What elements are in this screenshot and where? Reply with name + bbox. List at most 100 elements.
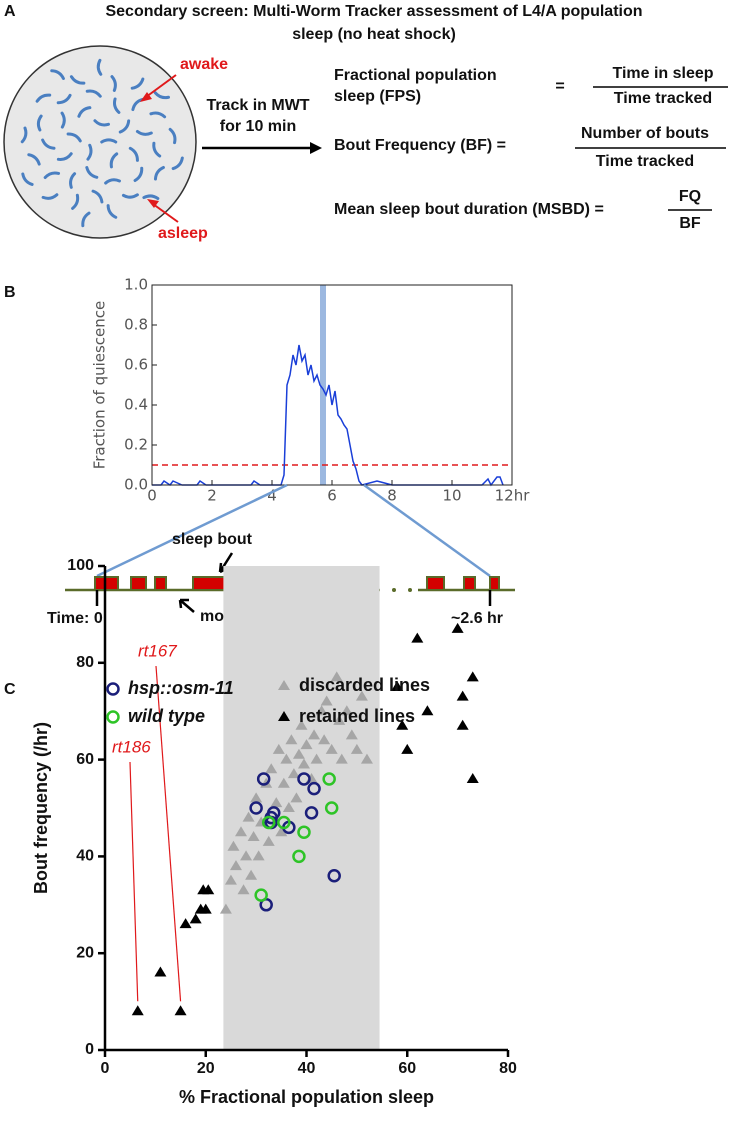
highlight-band — [320, 285, 326, 485]
data-point — [240, 850, 253, 861]
data-point — [310, 753, 323, 764]
data-point — [199, 903, 212, 914]
data-point — [333, 714, 346, 725]
worm — [118, 119, 131, 134]
worm — [130, 77, 145, 90]
numerator: Time in sleep — [612, 65, 713, 82]
x-tick-label: 80 — [499, 1060, 517, 1077]
worms — [20, 58, 184, 228]
x-tick-label: 12hr — [495, 487, 531, 505]
annotation-label: rt167 — [138, 641, 177, 660]
legend-marker — [106, 682, 120, 696]
data-point — [265, 763, 278, 774]
data-point — [262, 835, 275, 846]
data-point — [202, 884, 215, 895]
data-point — [327, 869, 341, 883]
worm — [36, 114, 43, 132]
arrowhead — [310, 142, 322, 154]
worm — [142, 194, 160, 201]
awake-label: awake — [180, 56, 228, 73]
data-point — [466, 671, 479, 682]
data-point — [219, 903, 232, 914]
worm — [85, 89, 102, 98]
data-point — [292, 849, 306, 864]
data-point — [189, 913, 202, 924]
legend-label: retained lines — [299, 706, 415, 726]
worm — [153, 91, 171, 100]
worm — [66, 132, 82, 143]
equals: = — [555, 78, 564, 95]
fps-label: Fractional population — [334, 67, 497, 84]
y-tick-label: 1.0 — [124, 276, 148, 294]
worm — [43, 171, 61, 180]
worm — [104, 178, 121, 185]
x-tick-label: 8 — [387, 487, 397, 505]
worm — [56, 152, 73, 161]
worm — [168, 127, 177, 145]
x-tick-label: 20 — [197, 1060, 215, 1077]
data-point — [242, 811, 255, 822]
fps-label: sleep (FPS) — [334, 88, 421, 105]
y-tick-label: 100 — [67, 557, 94, 574]
data-point — [320, 695, 333, 706]
y-tick-label: 0.2 — [124, 436, 148, 454]
y-axis-title: Bout frequency (/hr) — [31, 722, 51, 894]
worm — [27, 153, 41, 166]
worm — [20, 126, 28, 144]
worm — [106, 204, 118, 219]
worm — [100, 138, 118, 144]
data-point — [179, 918, 192, 929]
x-tick-label: 40 — [298, 1060, 316, 1077]
data-point — [297, 825, 311, 839]
data-point — [252, 850, 265, 861]
worm — [50, 69, 65, 80]
sleep-bout-label: sleep bout — [172, 531, 253, 548]
legend-label: discarded lines — [299, 675, 430, 695]
data-point — [421, 705, 434, 716]
data-point — [360, 753, 373, 764]
scatter-chart: rt186 rt167 0 20 40 60 80 100 0 20 40 60 80 % Fractio… — [31, 557, 517, 1107]
zoom-line — [363, 483, 491, 578]
track-label: for 10 min — [220, 118, 296, 135]
title: sleep (no heat shock) — [292, 26, 456, 43]
worm — [21, 172, 34, 186]
worm — [85, 166, 99, 179]
x-tick-label: 4 — [267, 487, 277, 505]
sleep-bout — [130, 576, 147, 591]
data-point — [270, 797, 283, 808]
sleep-bout — [463, 576, 476, 591]
data-point — [247, 831, 260, 842]
data-point — [401, 743, 414, 754]
data-point — [308, 729, 321, 740]
y-tick-label: 0.0 — [124, 476, 148, 494]
data-point — [315, 705, 328, 716]
worm — [69, 75, 86, 85]
data-point — [287, 768, 300, 779]
worm — [152, 141, 162, 158]
data-point — [254, 888, 268, 902]
worm — [71, 193, 80, 210]
arrowhead — [147, 199, 159, 208]
data-point — [229, 860, 242, 871]
worm — [131, 97, 144, 112]
arrow — [152, 203, 179, 223]
sleep-bout — [426, 576, 445, 591]
data-point — [277, 815, 291, 830]
worm — [41, 193, 59, 200]
y-tick-label: 20 — [76, 944, 94, 961]
y-tick-label: 80 — [76, 654, 94, 671]
zoom-line — [96, 483, 288, 578]
title: Secondary screen: Multi-Worm Tracker ass… — [105, 3, 642, 20]
panel-label: B — [4, 284, 16, 301]
data-point — [322, 772, 336, 786]
data-point — [275, 826, 288, 837]
data-point — [451, 622, 464, 633]
data-point — [280, 753, 293, 764]
data-point — [174, 1005, 187, 1016]
ellipsis-dot — [392, 588, 396, 592]
data-point — [304, 806, 319, 820]
worm — [135, 129, 153, 136]
track-label: Track in MWT — [206, 97, 309, 114]
panel-label: A — [4, 3, 16, 20]
